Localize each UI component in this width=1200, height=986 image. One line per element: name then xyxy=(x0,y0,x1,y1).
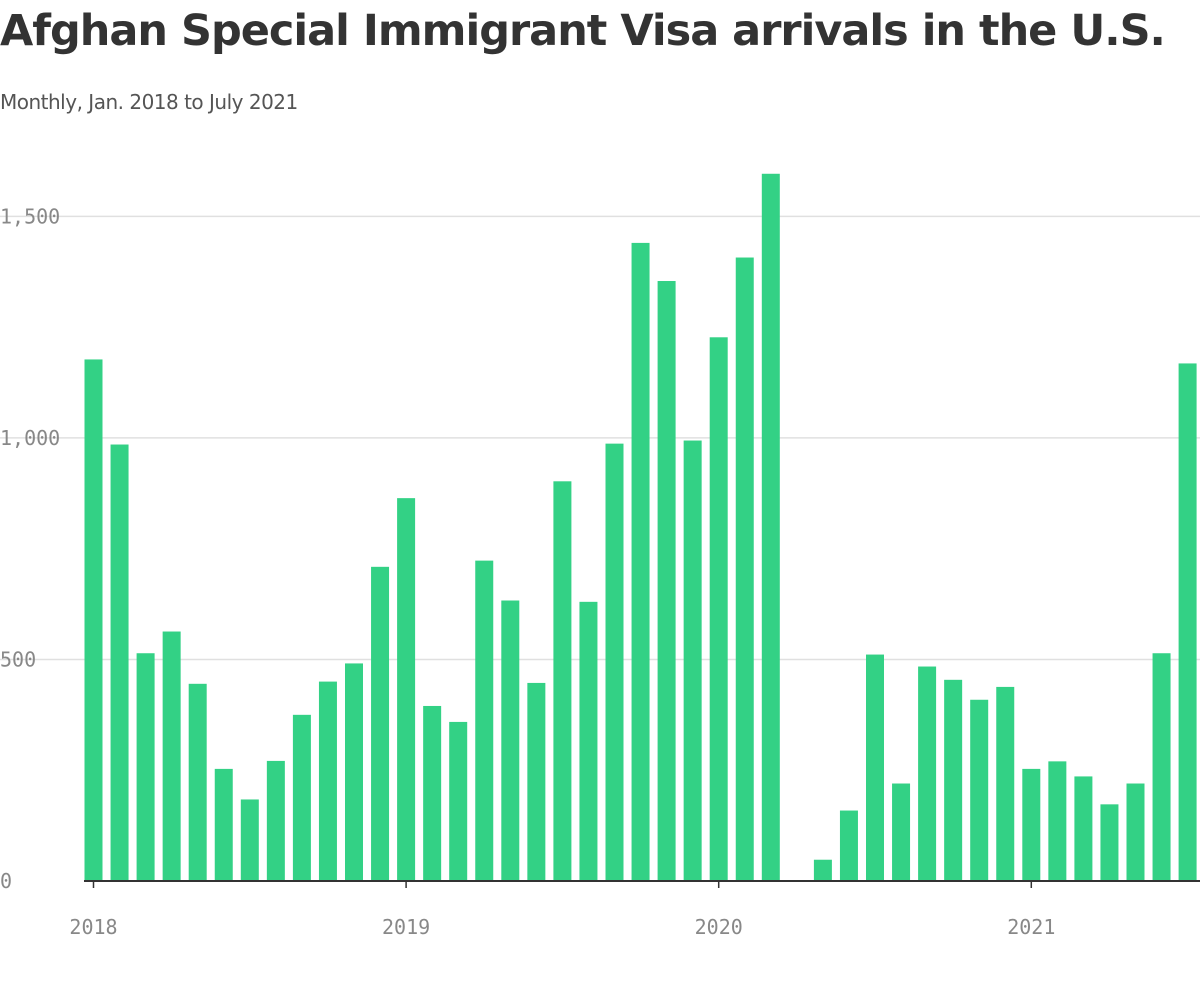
bar xyxy=(1100,804,1119,881)
bar xyxy=(527,682,546,881)
bar xyxy=(657,281,676,881)
bar xyxy=(735,257,754,881)
bar xyxy=(1178,363,1197,881)
bar xyxy=(162,631,181,881)
bar xyxy=(501,600,520,881)
bar xyxy=(423,705,442,881)
y-axis-labels: 0 500 1,000 1,500 xyxy=(0,204,60,893)
chart-title: Afghan Special Immigrant Visa arrivals i… xyxy=(0,6,1166,56)
bar xyxy=(292,714,311,881)
bar xyxy=(709,337,728,881)
bar xyxy=(892,783,911,881)
bar xyxy=(1048,761,1067,881)
bar xyxy=(449,721,468,881)
bar xyxy=(397,498,416,881)
bar xyxy=(1126,783,1145,881)
x-tick-label: 2020 xyxy=(695,915,743,939)
bar xyxy=(761,173,780,881)
bar xyxy=(1152,653,1171,881)
bar xyxy=(553,481,572,881)
bar xyxy=(918,666,937,881)
y-tick-label: 0 xyxy=(0,869,12,893)
bar xyxy=(345,663,363,881)
bar xyxy=(683,440,702,881)
bar xyxy=(110,444,129,881)
bar xyxy=(970,699,989,881)
y-tick-label: 500 xyxy=(0,647,36,671)
bar xyxy=(605,443,624,881)
y-tick-label: 1,000 xyxy=(0,426,60,450)
bar xyxy=(214,768,233,881)
bar xyxy=(240,799,259,881)
bar xyxy=(944,679,963,881)
bar xyxy=(813,859,832,881)
bar xyxy=(866,654,884,881)
bar xyxy=(579,601,598,881)
y-tick-label: 1,500 xyxy=(0,204,60,228)
x-tick-label: 2021 xyxy=(1007,915,1055,939)
bar xyxy=(475,560,494,881)
gridlines xyxy=(0,215,1200,661)
bar xyxy=(188,683,207,881)
bar xyxy=(631,242,650,881)
bar xyxy=(84,359,103,881)
x-tick-label: 2018 xyxy=(69,915,117,939)
bar xyxy=(318,681,337,881)
bar xyxy=(1074,776,1093,881)
bars xyxy=(84,173,1197,881)
x-tick-label: 2019 xyxy=(382,915,430,939)
bar xyxy=(136,653,155,881)
x-axis-labels: 2018 2019 2020 2021 xyxy=(69,881,1055,939)
bar xyxy=(1022,768,1041,881)
bar xyxy=(996,686,1015,881)
chart-subtitle: Monthly, Jan. 2018 to July 2021 xyxy=(0,90,298,114)
bar xyxy=(371,566,390,881)
bar xyxy=(266,760,285,881)
bar xyxy=(839,810,858,881)
